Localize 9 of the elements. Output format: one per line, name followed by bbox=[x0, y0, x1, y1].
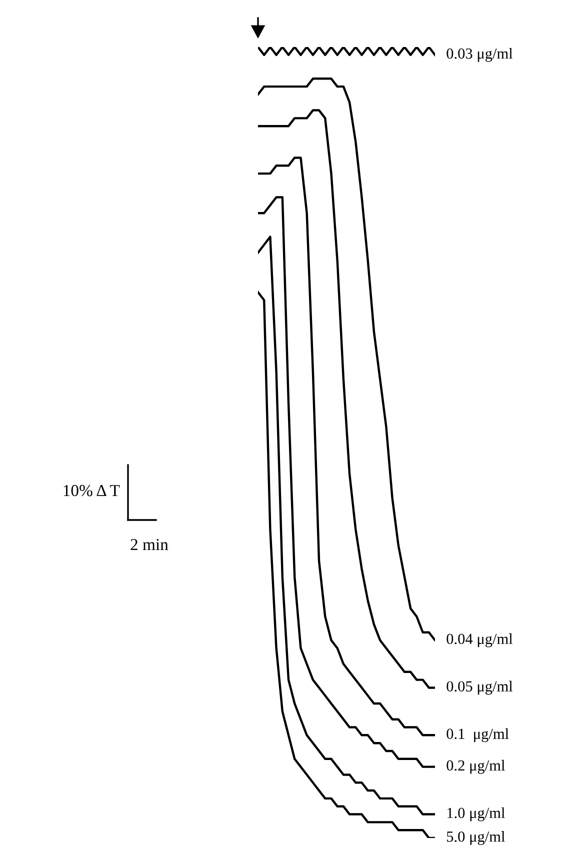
series-label: 1.0 μg/ml bbox=[447, 807, 505, 822]
series-label: 0.1 μg/ml bbox=[446, 728, 509, 742]
series-label: 0.04 μg/ml bbox=[446, 633, 513, 648]
series-label: 0.2 μg/ml bbox=[446, 760, 505, 774]
series-label: 0.05 μg/ml bbox=[446, 680, 513, 695]
text: 10% Δ T bbox=[64, 484, 120, 496]
text: 2 min bbox=[130, 538, 168, 550]
series-label: 0.03 μg/ml bbox=[446, 48, 513, 62]
series-label: 5.0 μg/ml bbox=[447, 831, 505, 845]
